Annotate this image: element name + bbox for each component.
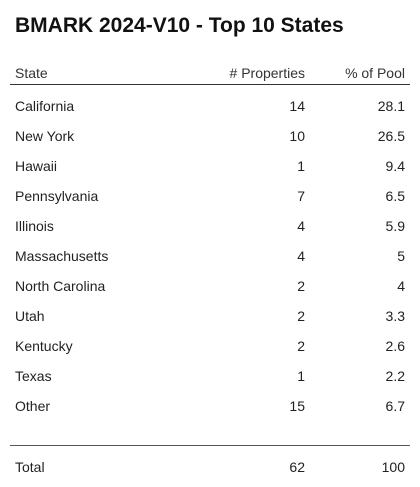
cell-state: New York: [15, 128, 75, 144]
cell-pool: 3.3: [385, 308, 405, 324]
total-label: Total: [15, 459, 45, 475]
header-properties: # Properties: [229, 65, 305, 81]
cell-properties: 15: [289, 398, 305, 414]
cell-pool: 6.7: [385, 398, 405, 414]
table-row: Hawaii 1 9.4: [10, 153, 410, 183]
total-row: Total 62 100: [10, 454, 410, 482]
cell-properties: 2: [297, 278, 305, 294]
table-header: State # Properties % of Pool: [10, 62, 410, 85]
cell-properties: 7: [297, 188, 305, 204]
cell-state: Illinois: [15, 218, 54, 234]
cell-state: Texas: [15, 368, 52, 384]
cell-pool: 5: [397, 248, 405, 264]
total-divider: [10, 445, 410, 446]
cell-state: Utah: [15, 308, 45, 324]
cell-state: Massachusetts: [15, 248, 109, 264]
cell-properties: 1: [297, 368, 305, 384]
table-row: North Carolina 2 4: [10, 273, 410, 303]
cell-pool: 2.2: [385, 368, 405, 384]
cell-state: Kentucky: [15, 338, 73, 354]
cell-state: California: [15, 98, 75, 114]
table-row: New York 10 26.5: [10, 123, 410, 153]
table-row: Texas 1 2.2: [10, 363, 410, 393]
cell-properties: 2: [297, 308, 305, 324]
cell-state: Pennsylvania: [15, 188, 99, 204]
cell-pool: 2.6: [385, 338, 405, 354]
cell-properties: 14: [289, 98, 305, 114]
cell-pool: 9.4: [385, 158, 405, 174]
cell-pool: 4: [397, 278, 405, 294]
cell-state: Other: [15, 398, 51, 414]
cell-state: Hawaii: [15, 158, 58, 174]
cell-pool: 26.5: [377, 128, 405, 144]
total-properties: 62: [289, 459, 305, 475]
cell-pool: 6.5: [385, 188, 405, 204]
cell-properties: 1: [297, 158, 305, 174]
table-row: Illinois 4 5.9: [10, 213, 410, 243]
table-row: Other 15 6.7: [10, 393, 410, 423]
table-row: Pennsylvania 7 6.5: [10, 183, 410, 213]
header-state: State: [15, 65, 48, 81]
total-pool: 100: [381, 459, 405, 475]
cell-state: North Carolina: [15, 278, 106, 294]
header-pool: % of Pool: [345, 65, 405, 81]
table-row: California 14 28.1: [10, 93, 410, 123]
cell-properties: 4: [297, 218, 305, 234]
cell-pool: 28.1: [377, 98, 405, 114]
cell-properties: 10: [289, 128, 305, 144]
table-body: California 14 28.1 New York 10 26.5 Hawa…: [10, 85, 410, 423]
table-row: Massachusetts 4 5: [10, 243, 410, 273]
cell-pool: 5.9: [385, 218, 405, 234]
table-row: Utah 2 3.3: [10, 303, 410, 333]
states-table: State # Properties % of Pool California …: [10, 62, 410, 423]
table-row: Kentucky 2 2.6: [10, 333, 410, 363]
cell-properties: 2: [297, 338, 305, 354]
cell-properties: 4: [297, 248, 305, 264]
page-title: BMARK 2024-V10 - Top 10 States: [15, 14, 344, 37]
